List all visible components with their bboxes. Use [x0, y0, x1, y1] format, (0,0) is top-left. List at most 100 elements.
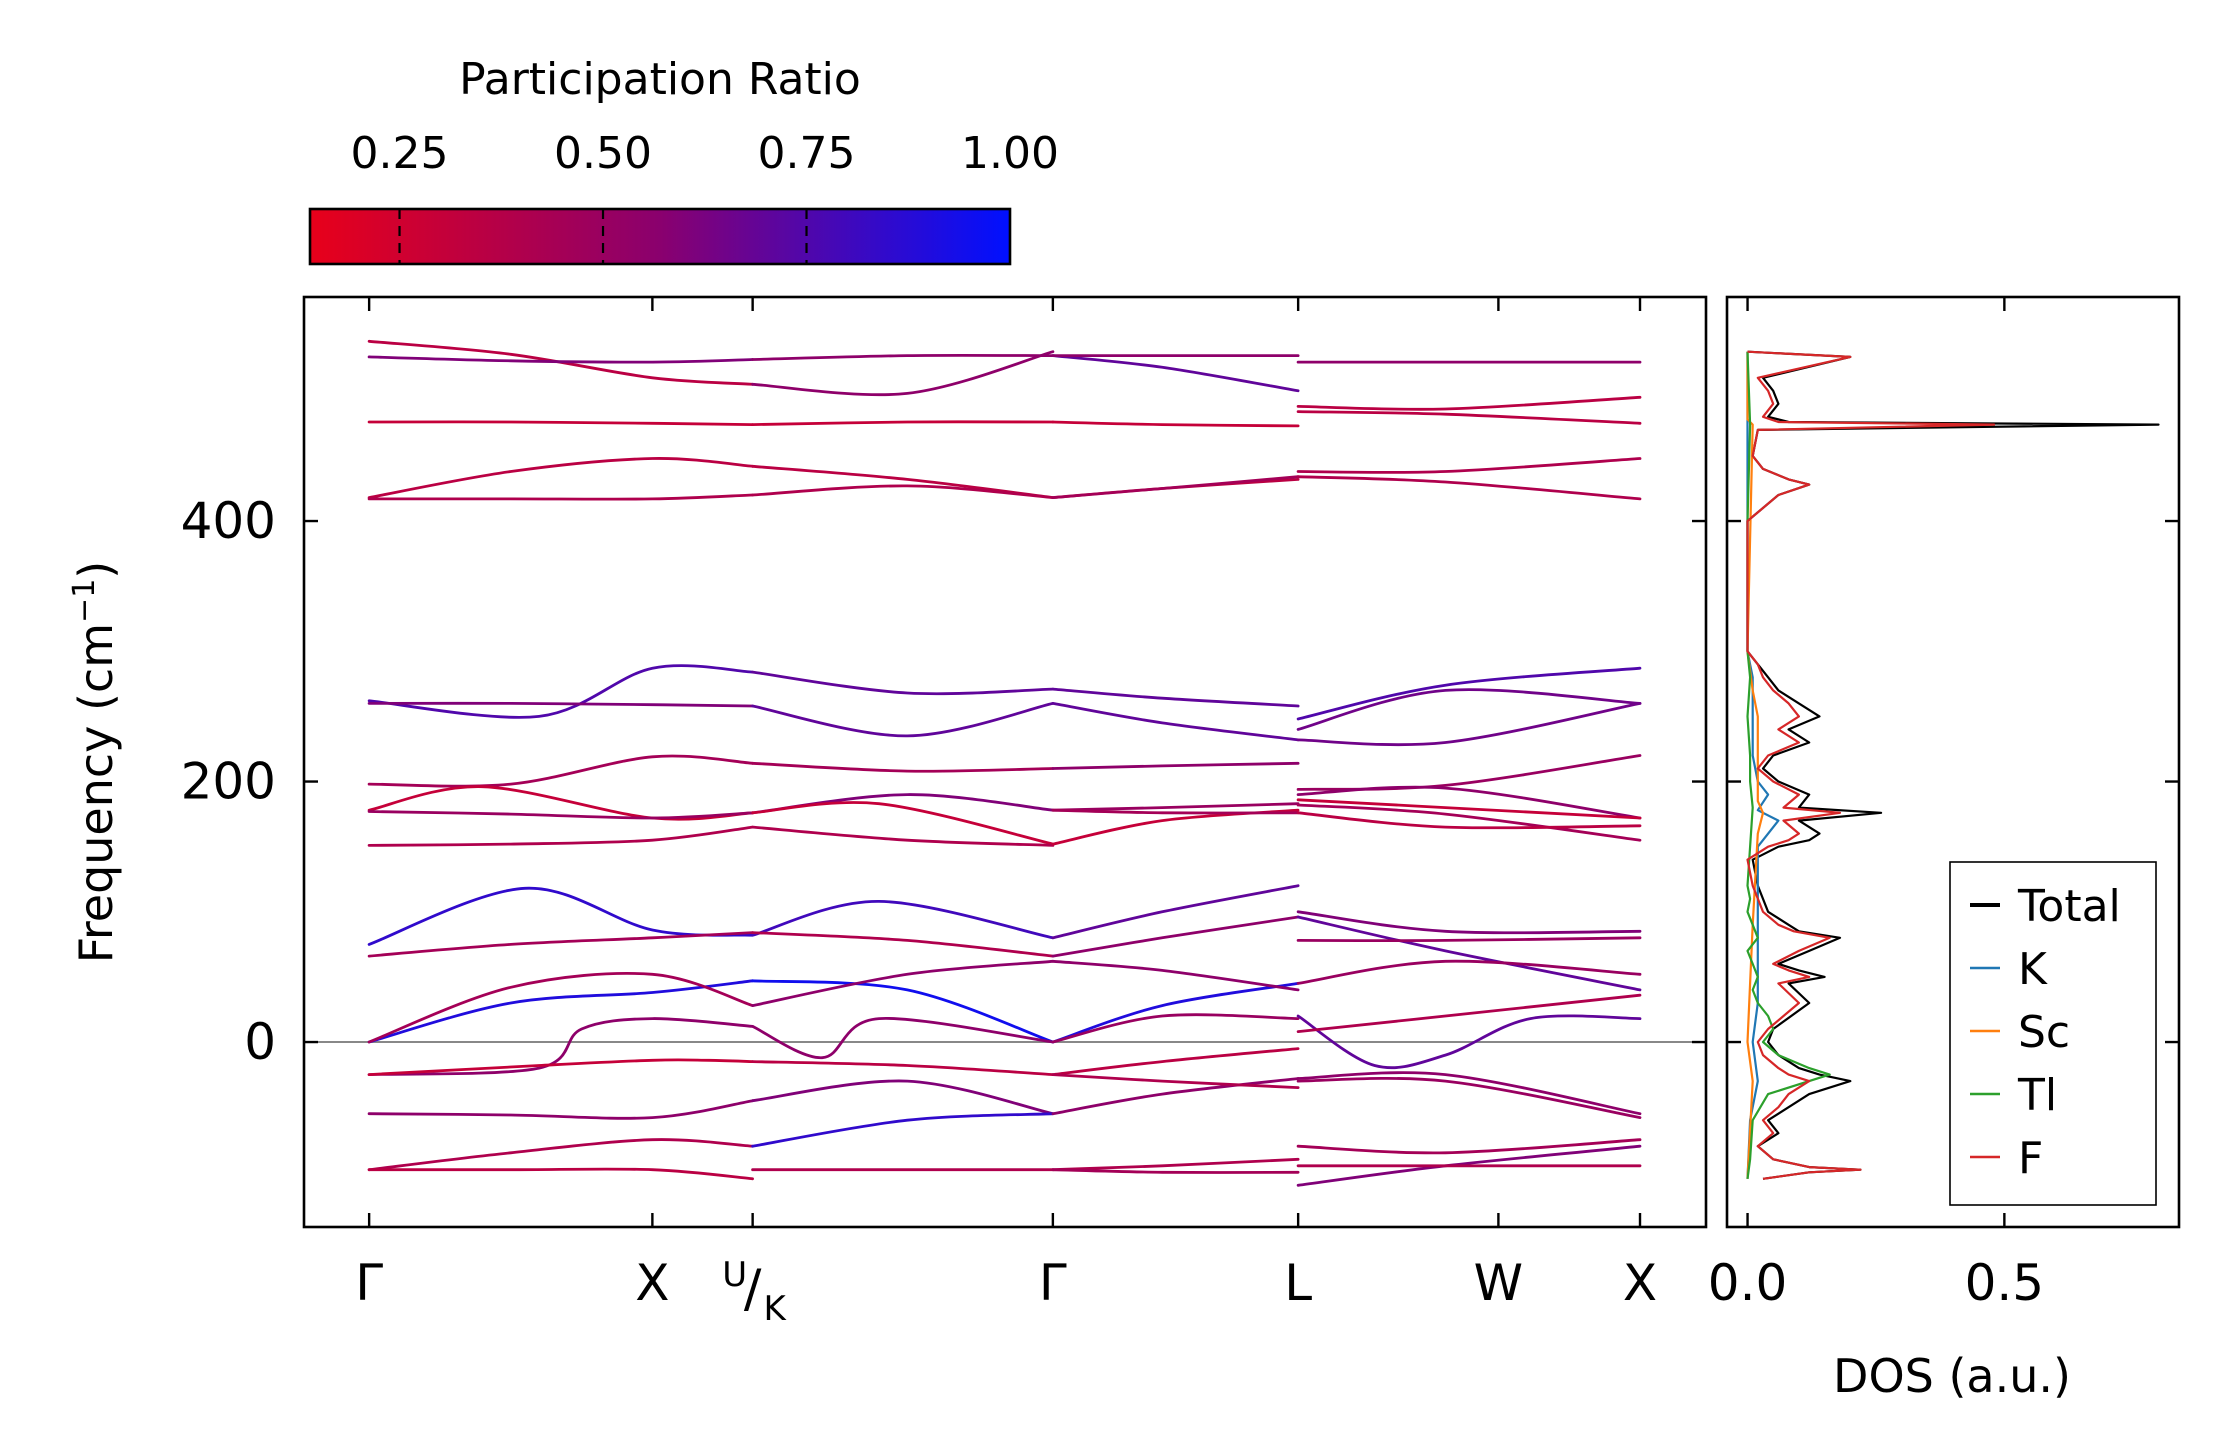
phonon-band — [367, 979, 754, 1044]
phonon-band — [1051, 1077, 1300, 1116]
phonon-band — [1051, 420, 1300, 428]
dos-legend-box — [1949, 861, 2157, 1206]
phonon-band — [1296, 910, 1642, 935]
phonon-band — [751, 484, 1055, 499]
phonon-band — [1051, 687, 1300, 708]
phonon-band — [751, 979, 1055, 1044]
colorbar-tick-label: 0.50 — [554, 128, 652, 179]
colorbar-title: Participation Ratio — [459, 54, 861, 105]
legend-label: K — [2018, 944, 2048, 995]
y-axis-label-main: Frequency (cm — [69, 623, 123, 963]
phonon-band — [1051, 808, 1300, 815]
phonon-band — [367, 825, 754, 847]
phonon-band — [751, 353, 1055, 361]
dos-x-axis-label: DOS (a.u.) — [1833, 1349, 2071, 1403]
phonon-band — [367, 420, 754, 426]
legend-label: Tl — [2017, 1070, 2057, 1121]
colorbar-frame — [308, 207, 1012, 266]
phonon-band — [751, 1079, 1055, 1116]
phonon-band — [367, 754, 754, 788]
phonon-band — [1296, 993, 1642, 1033]
phonon-band — [367, 810, 754, 820]
dos-curve-k — [1746, 351, 1780, 1179]
phonon-band — [367, 931, 754, 958]
phonon-band — [1051, 354, 1300, 393]
band-plot-frame — [302, 295, 1708, 1229]
phonon-band — [1296, 688, 1642, 731]
colorbar: Participation Ratio 0.25 0.50 0.75 1.00 — [308, 54, 1059, 266]
k-point-label-slash: / — [744, 1259, 762, 1319]
phonon-band — [1296, 1014, 1642, 1070]
phonon-band — [367, 972, 754, 1044]
phonon-band — [367, 457, 754, 499]
dos-x-tick-label: 0.5 — [1965, 1254, 2045, 1312]
phonon-band — [751, 959, 1055, 1007]
k-point-label: X — [1623, 1254, 1657, 1312]
phonon-band — [751, 350, 1055, 397]
colorbar-tick-labels: 0.25 0.50 0.75 1.00 — [351, 128, 1059, 179]
dos-x-tick-labels: 0.0 0.5 — [1708, 1254, 2044, 1312]
phonon-band — [751, 1112, 1055, 1148]
phonon-band — [1051, 982, 1300, 1044]
phonon-band — [1296, 959, 1642, 985]
phonon-band — [367, 1017, 754, 1076]
dos-x-tick-label: 0.0 — [1708, 1254, 1788, 1312]
y-axis-label-end: ) — [69, 561, 123, 579]
phonon-band — [751, 931, 1055, 958]
y-axis-label-sup: −1 — [67, 579, 102, 623]
dos-axis-ticks — [1746, 297, 2006, 1227]
phonon-band — [1296, 1138, 1642, 1155]
colorbar-tick-label: 0.25 — [351, 128, 449, 179]
phonon-band — [1296, 410, 1642, 425]
phonon-band — [1296, 754, 1642, 791]
phonon-band — [1296, 457, 1642, 474]
dos-plot-frame — [1725, 295, 2181, 1229]
phonon-band — [751, 801, 1055, 846]
phonon-band — [751, 899, 1055, 940]
phonon-band — [1051, 1157, 1300, 1172]
y-tick-label: 0 — [244, 1013, 276, 1071]
phonon-band — [1051, 802, 1300, 812]
phonon-band — [367, 664, 754, 719]
phonon-band — [367, 1167, 754, 1181]
phonon-band — [1296, 1077, 1642, 1119]
phonon-band — [751, 793, 1055, 815]
k-point-label-top: U — [722, 1255, 747, 1295]
y-tick-label: 200 — [181, 753, 276, 811]
phonon-band — [1051, 761, 1300, 770]
phonon-band — [1051, 475, 1300, 499]
phonon-band — [1296, 803, 1642, 842]
k-point-label: Γ — [355, 1254, 383, 1312]
band-axis-ticks — [304, 297, 2179, 1227]
phonon-band — [751, 1060, 1055, 1076]
legend-label: Sc — [2018, 1007, 2070, 1058]
colorbar-tick-label: 1.00 — [961, 128, 1059, 179]
k-point-label: L — [1284, 1254, 1312, 1312]
phonon-band — [367, 701, 754, 708]
phonon-band — [1296, 936, 1642, 943]
phonon-band — [1296, 666, 1642, 721]
high-symmetry-labels: Γ X U/K Γ L W X — [355, 1254, 1657, 1329]
phonon-band — [367, 493, 754, 501]
phonon-band — [751, 1017, 1055, 1060]
dos-curve-f — [1746, 350, 1996, 1180]
phonon-band — [751, 825, 1055, 847]
y-tick-label: 400 — [181, 492, 276, 550]
colorbar-ticks — [398, 209, 808, 264]
phonon-band — [1051, 1047, 1300, 1076]
phonon-band — [1051, 1013, 1300, 1044]
phonon-band — [1051, 915, 1300, 958]
phonon-band — [367, 1099, 754, 1120]
phonon-band — [367, 1138, 754, 1172]
phonon-band — [751, 761, 1055, 773]
phonon-band — [1296, 915, 1642, 992]
legend-label: F — [2018, 1133, 2043, 1184]
phonon-band — [751, 420, 1055, 426]
y-tick-labels: 0 200 400 — [181, 492, 276, 1071]
k-point-label: Γ — [1039, 1254, 1067, 1312]
legend-label: Total — [2017, 881, 2121, 932]
phonon-band — [1051, 702, 1300, 742]
phonon-band — [751, 670, 1055, 696]
